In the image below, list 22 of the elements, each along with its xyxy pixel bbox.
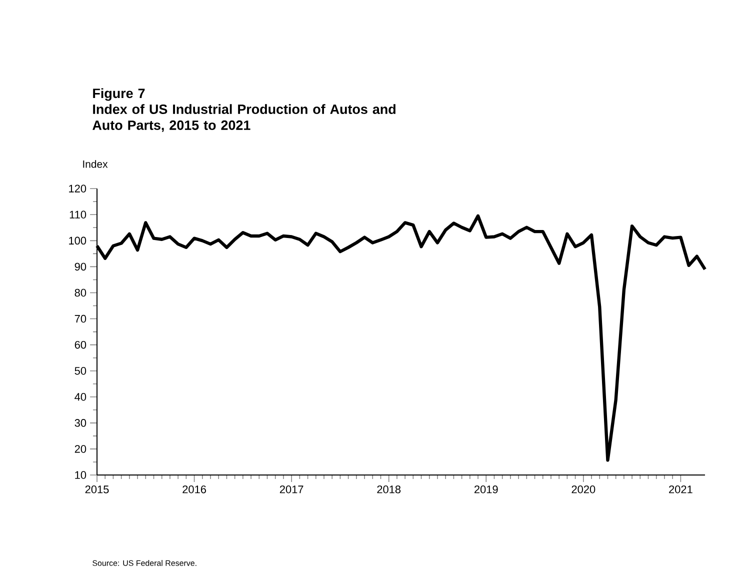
x-tick-label: 2019 [474, 486, 498, 494]
x-tick-label: 2018 [377, 486, 401, 494]
y-axis-title: Index [83, 160, 108, 168]
y-tick-label: 60 [74, 340, 86, 349]
y-tick-label: 90 [74, 262, 86, 271]
y-tick-label: 110 [70, 210, 86, 219]
chart-subtitle: Index of US Industrial Production of Autos and Auto Parts, 2015 to 2021 [92, 104, 396, 132]
chart-title: Figure 7 [93, 88, 145, 101]
y-tick-label: 20 [74, 445, 86, 453]
x-tick-label: 2021 [669, 486, 692, 494]
y-tick-label: 80 [74, 288, 86, 297]
x-tick-label: 2016 [182, 486, 206, 494]
y-tick-label: 100 [69, 236, 86, 245]
x-tick-label: 2015 [85, 486, 109, 494]
y-tick-label: 50 [74, 366, 86, 375]
y-tick-label: 30 [74, 419, 86, 427]
y-tick-label: 40 [74, 393, 86, 401]
x-tick-label: 2017 [280, 486, 304, 494]
x-tick-label: 2020 [572, 486, 596, 494]
y-tick-label: 10 [75, 471, 86, 479]
y-tick-label: 120 [69, 184, 86, 192]
y-tick-label: 70 [74, 314, 86, 323]
